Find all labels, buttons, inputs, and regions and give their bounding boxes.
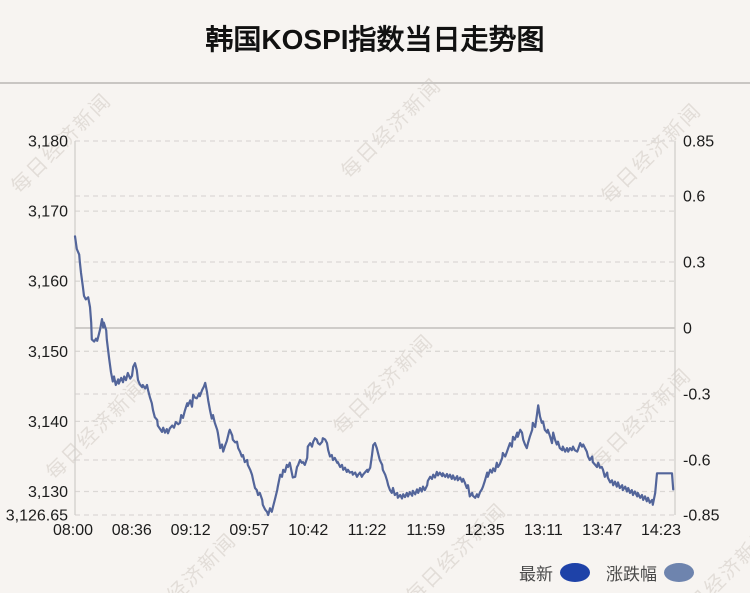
x-axis-tick-label: 11:22: [348, 522, 387, 539]
y-axis-left-tick-label: 3,126.65: [6, 508, 68, 525]
y-axis-left-tick-label: 3,140: [28, 414, 68, 431]
legend-item-latest: 最新: [519, 560, 590, 585]
price-line-series: [73, 235, 675, 517]
x-axis-tick-label: 09:12: [171, 522, 211, 539]
x-axis-tick-label: 14:23: [641, 522, 681, 539]
title-divider: [0, 82, 750, 84]
y-axis-left-tick-label: 3,130: [28, 484, 68, 501]
y-axis-right-tick-label: 0: [683, 321, 692, 338]
chart-legend: 最新 涨跌幅: [519, 560, 694, 585]
y-axis-right-tick-label: -0.6: [683, 453, 711, 470]
legend-label-change-pct: 涨跌幅: [606, 565, 657, 584]
x-axis-tick-label: 13:11: [524, 522, 563, 539]
x-axis-tick-label: 12:35: [465, 522, 505, 539]
y-axis-right-tick-label: 0.3: [683, 255, 705, 272]
y-axis-right-tick-label: -0.3: [683, 387, 711, 404]
x-axis-tick-label: 08:36: [112, 522, 152, 539]
y-axis-left-tick-label: 3,150: [28, 344, 68, 361]
x-axis-tick-label: 10:42: [288, 522, 328, 539]
x-axis-tick-label: 08:00: [53, 522, 93, 539]
y-axis-right-tick-label: -0.85: [683, 508, 720, 525]
x-axis-tick-label: 13:47: [582, 522, 622, 539]
y-axis-left-tick-label: 3,170: [28, 204, 68, 221]
y-axis-right-tick-label: 0.85: [683, 134, 714, 151]
page-title: 韩国KOSPI指数当日走势图: [205, 24, 545, 55]
legend-marker-latest-icon: [560, 563, 590, 582]
y-axis-right-tick-label: 0.6: [683, 189, 705, 206]
legend-label-latest: 最新: [519, 565, 553, 584]
x-axis-tick-label: 11:59: [406, 522, 445, 539]
x-axis-tick-label: 09:57: [229, 522, 269, 539]
y-axis-left-tick-label: 3,160: [28, 274, 68, 291]
legend-marker-change-pct-icon: [664, 563, 694, 582]
y-axis-left-tick-label: 3,180: [28, 134, 68, 151]
legend-item-change-pct: 涨跌幅: [606, 560, 694, 585]
